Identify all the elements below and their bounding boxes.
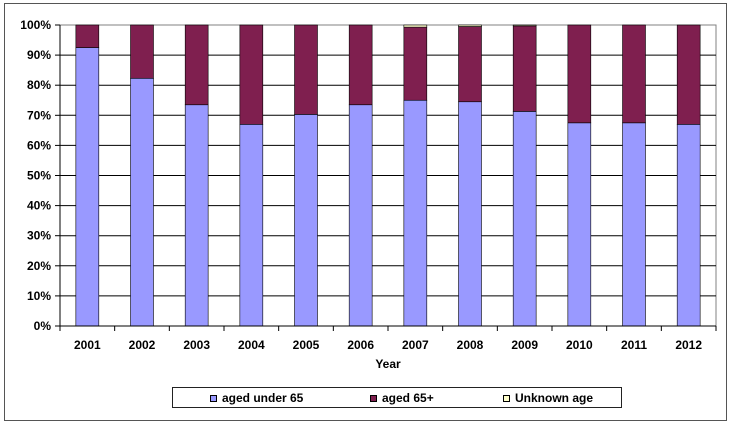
bar-segment-aged-under-65-2001 bbox=[75, 47, 100, 327]
bar-segment-unknown-age-2009 bbox=[512, 24, 537, 27]
legend: aged under 65 aged 65+ Unknown age bbox=[172, 387, 622, 408]
y-tick-label: 50% bbox=[27, 169, 51, 183]
bar-segment-unknown-age-2007 bbox=[403, 24, 428, 28]
legend-item-under-65: aged under 65 bbox=[210, 391, 303, 405]
bar-segment-aged-under-65-2006 bbox=[348, 104, 373, 327]
bar-segment-aged-under-65-2004 bbox=[239, 124, 264, 327]
bar-segment-aged-65--2003 bbox=[184, 24, 209, 106]
y-axis: 0% 10% 20% 30% 40% 50% 60% 70% 80% 90% 100% bbox=[20, 18, 61, 333]
legend-item-unknown-age: Unknown age bbox=[503, 391, 593, 405]
legend-swatch-unknown-age bbox=[503, 394, 510, 402]
bar-segment-aged-under-65-2003 bbox=[184, 104, 209, 327]
bar-segment-aged-65--2010 bbox=[567, 24, 592, 124]
bar-segment-aged-under-65-2011 bbox=[622, 122, 646, 327]
bar-segment-aged-65--2005 bbox=[294, 24, 318, 115]
x-tick-label: 2008 bbox=[457, 338, 484, 352]
x-tick-label: 2012 bbox=[675, 338, 702, 352]
y-tick-label: 70% bbox=[27, 108, 51, 122]
y-tick-label: 60% bbox=[27, 138, 51, 152]
y-tick-label: 30% bbox=[27, 229, 51, 243]
bar-segment-aged-under-65-2005 bbox=[294, 114, 318, 327]
y-tick-label: 0% bbox=[34, 319, 52, 333]
y-tick-label: 40% bbox=[27, 199, 51, 213]
bar-segment-aged-65--2009 bbox=[512, 25, 537, 112]
y-tick-label: 20% bbox=[27, 259, 51, 273]
bars bbox=[75, 24, 701, 327]
bar-segment-aged-65--2006 bbox=[348, 24, 373, 106]
x-tick-label: 2010 bbox=[566, 338, 593, 352]
x-tick-label: 2005 bbox=[293, 338, 320, 352]
bar-segment-aged-under-65-2009 bbox=[512, 111, 537, 327]
bar-segment-aged-under-65-2010 bbox=[567, 122, 592, 327]
bar-segment-aged-65--2002 bbox=[130, 24, 154, 79]
legend-label-under-65: aged under 65 bbox=[222, 391, 304, 405]
bar-segment-aged-under-65-2012 bbox=[676, 124, 701, 327]
x-tick-label: 2001 bbox=[74, 338, 101, 352]
gridlines bbox=[60, 54, 716, 297]
bar-segment-aged-under-65-2007 bbox=[403, 99, 428, 327]
bar-segment-aged-65--2012 bbox=[676, 24, 701, 125]
y-tick-label: 80% bbox=[27, 78, 51, 92]
x-tick-label: 2002 bbox=[129, 338, 156, 352]
bar-segment-aged-65--2007 bbox=[403, 26, 428, 101]
x-axis: 2001 2002 2003 2004 2005 2006 2007 2008 2009 2010… bbox=[59, 325, 717, 352]
bar-segment-aged-65--2004 bbox=[239, 24, 264, 125]
x-tick-label: 2009 bbox=[511, 338, 538, 352]
bar-segment-aged-65--2008 bbox=[458, 26, 482, 103]
y-tick-label: 100% bbox=[20, 18, 51, 32]
y-tick-label: 10% bbox=[27, 289, 51, 303]
x-tick-label: 2011 bbox=[621, 338, 647, 352]
bar-segment-aged-under-65-2002 bbox=[130, 77, 154, 327]
x-tick-label: 2004 bbox=[238, 338, 265, 352]
legend-swatch-65-plus bbox=[370, 394, 377, 402]
x-axis-title: Year bbox=[375, 357, 401, 371]
legend-swatch-under-65 bbox=[210, 394, 217, 402]
legend-label-65-plus: aged 65+ bbox=[382, 391, 434, 405]
bar-segment-aged-under-65-2008 bbox=[458, 101, 482, 327]
legend-label-unknown-age: Unknown age bbox=[515, 391, 594, 405]
bar-segment-aged-65--2011 bbox=[622, 24, 646, 124]
x-tick-label: 2003 bbox=[183, 338, 210, 352]
legend-item-65-plus: aged 65+ bbox=[370, 391, 434, 405]
x-tick-label: 2007 bbox=[402, 338, 429, 352]
y-tick-label: 90% bbox=[27, 48, 51, 62]
x-tick-label: 2006 bbox=[347, 338, 374, 352]
bar-segment-aged-65--2001 bbox=[75, 24, 100, 48]
bar-segment-unknown-age-2008 bbox=[458, 24, 482, 27]
